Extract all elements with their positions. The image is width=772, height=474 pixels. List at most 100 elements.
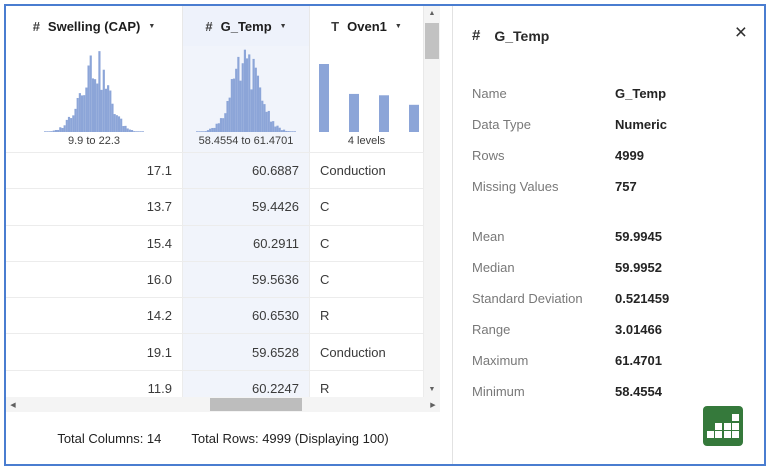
column-menu-caret-icon[interactable]: ▼ xyxy=(279,23,287,30)
scroll-up-icon[interactable]: ▲ xyxy=(428,10,436,17)
status-bar: Total Columns: 14 Total Rows: 4999 (Disp… xyxy=(6,412,440,464)
cell[interactable]: 59.5636 xyxy=(183,261,310,298)
column-header-oven1[interactable]: T Oven1 ▼ xyxy=(310,6,424,46)
table-row: 11.9 60.2247 R xyxy=(6,370,424,398)
stat-value: 59.9945 xyxy=(615,229,662,244)
numeric-type-icon: # xyxy=(472,27,481,44)
stat-row-standard-deviation: Standard Deviation 0.521459 xyxy=(472,283,750,314)
cell[interactable]: 13.7 xyxy=(6,189,183,225)
stat-value: 757 xyxy=(615,179,637,194)
column-header-g-temp[interactable]: # G_Temp ▼ xyxy=(183,6,310,46)
data-rows: 17.1 60.6887 Conduction 13.7 59.4426 C 15.4 60.… xyxy=(6,152,424,398)
block-off xyxy=(724,414,731,421)
stat-label: Name xyxy=(472,86,507,101)
column-label: Oven1 xyxy=(347,18,387,34)
cell[interactable]: 60.6887 xyxy=(183,153,310,189)
data-import-preview-window: # Swelling (CAP) ▼ # G_Temp ▼ T Oven1 ▼ 9.9 to 2… xyxy=(4,4,766,466)
block-on xyxy=(715,422,723,430)
column-summary-swelling-cap[interactable]: 9.9 to 22.3 xyxy=(6,46,183,152)
table-row: 15.4 60.2911 C xyxy=(6,225,424,262)
close-icon[interactable]: × xyxy=(734,21,747,44)
histogram-viz xyxy=(196,48,296,132)
stat-value: G_Temp xyxy=(615,86,667,101)
cell[interactable]: 17.1 xyxy=(6,153,183,189)
vertical-scrollbar[interactable]: ▲ ▼ xyxy=(424,6,440,397)
stat-value: 0.521459 xyxy=(615,291,670,306)
block-on xyxy=(715,431,723,438)
stat-label: Mean xyxy=(472,229,505,244)
column-header-swelling-cap[interactable]: # Swelling (CAP) ▼ xyxy=(6,6,183,46)
cell[interactable]: 11.9 xyxy=(6,370,183,398)
column-label: G_Temp xyxy=(220,18,272,34)
column-summary-g-temp[interactable]: 58.4554 to 61.4701 xyxy=(183,46,310,152)
cell[interactable]: Conduction xyxy=(310,334,424,370)
stat-label: Minimum xyxy=(472,384,525,399)
cell[interactable]: 59.6528 xyxy=(183,334,310,370)
bar-chart-viz xyxy=(313,48,421,132)
cell[interactable]: R xyxy=(310,298,424,334)
numeric-type-icon: # xyxy=(205,18,213,34)
column-details-panel: # G_Temp × Name G_Temp Data Type Numeric Row… xyxy=(453,6,764,464)
stat-value: 3.01466 xyxy=(615,322,662,337)
panel-header: # G_Temp xyxy=(453,6,764,44)
summary-label: 4 levels xyxy=(347,135,386,147)
table-row: 14.2 60.6530 R xyxy=(6,298,424,335)
stat-label: Maximum xyxy=(472,353,529,368)
cell[interactable]: 60.6530 xyxy=(183,298,310,334)
cell[interactable]: 15.4 xyxy=(6,225,183,261)
stats-group-divider xyxy=(472,202,750,221)
stat-value: Numeric xyxy=(615,117,668,132)
column-menu-caret-icon[interactable]: ▼ xyxy=(148,23,156,30)
stat-row-minimum: Minimum 58.4554 xyxy=(472,376,750,407)
block-on xyxy=(732,414,740,421)
block-on xyxy=(723,431,731,438)
stat-row-missing-values: Missing Values 757 xyxy=(472,171,750,202)
stat-row-median: Median 59.9952 xyxy=(472,252,750,283)
stat-row-mean: Mean 59.9945 xyxy=(472,221,750,252)
block-on xyxy=(723,422,731,430)
cell[interactable]: 14.2 xyxy=(6,298,183,334)
cell[interactable]: 60.2247 xyxy=(183,370,310,398)
table-row: 17.1 60.6887 Conduction xyxy=(6,153,424,190)
cell[interactable]: C xyxy=(310,261,424,298)
stat-row-range: Range 3.01466 xyxy=(472,314,750,345)
histogram-blocks-icon[interactable] xyxy=(703,406,743,446)
stat-label: Median xyxy=(472,260,515,275)
stat-value: 61.4701 xyxy=(615,353,662,368)
cell[interactable]: 59.4426 xyxy=(183,189,310,225)
cell[interactable]: C xyxy=(310,189,424,225)
total-columns-text: Total Columns: 14 xyxy=(57,430,162,446)
summary-label: 58.4554 to 61.4701 xyxy=(198,135,294,147)
cell[interactable]: 16.0 xyxy=(6,261,183,298)
scroll-left-icon[interactable]: ◀ xyxy=(10,401,16,409)
table-row: 16.0 59.5636 C xyxy=(6,261,424,299)
blocks-grid xyxy=(706,414,740,438)
column-label: Swelling (CAP) xyxy=(47,18,141,34)
horizontal-scrollbar-thumb[interactable] xyxy=(210,398,302,411)
header-row: # Swelling (CAP) ▼ # G_Temp ▼ T Oven1 ▼ xyxy=(6,6,424,47)
cell[interactable]: 60.2911 xyxy=(183,225,310,261)
block-off xyxy=(715,414,722,421)
total-rows-text: Total Rows: 4999 (Displaying 100) xyxy=(191,430,389,446)
cell[interactable]: R xyxy=(310,370,424,398)
horizontal-scrollbar[interactable]: ◀ ▶ xyxy=(6,397,440,412)
table-row: 13.7 59.4426 C xyxy=(6,189,424,226)
table-row: 19.1 59.6528 Conduction xyxy=(6,334,424,371)
column-summary-oven1[interactable]: 4 levels xyxy=(310,46,424,152)
block-off xyxy=(707,423,714,430)
stat-label: Range xyxy=(472,322,511,337)
cell[interactable]: Conduction xyxy=(310,153,424,189)
data-grid: # Swelling (CAP) ▼ # G_Temp ▼ T Oven1 ▼ 9.9 to 2… xyxy=(6,6,453,464)
column-stats-list: Name G_Temp Data Type Numeric Rows 4999 Missin… xyxy=(472,78,750,407)
block-on xyxy=(732,431,740,438)
stat-row-maximum: Maximum 61.4701 xyxy=(472,345,750,376)
scroll-right-icon[interactable]: ▶ xyxy=(430,401,436,409)
stat-row-rows: Rows 4999 xyxy=(472,140,750,171)
block-on xyxy=(732,422,740,430)
scroll-down-icon[interactable]: ▼ xyxy=(428,386,436,393)
cell[interactable]: C xyxy=(310,225,424,261)
cell[interactable]: 19.1 xyxy=(6,334,183,370)
stat-row-data-type: Data Type Numeric xyxy=(472,109,750,140)
column-menu-caret-icon[interactable]: ▼ xyxy=(394,23,402,30)
vertical-scrollbar-thumb[interactable] xyxy=(425,23,439,59)
